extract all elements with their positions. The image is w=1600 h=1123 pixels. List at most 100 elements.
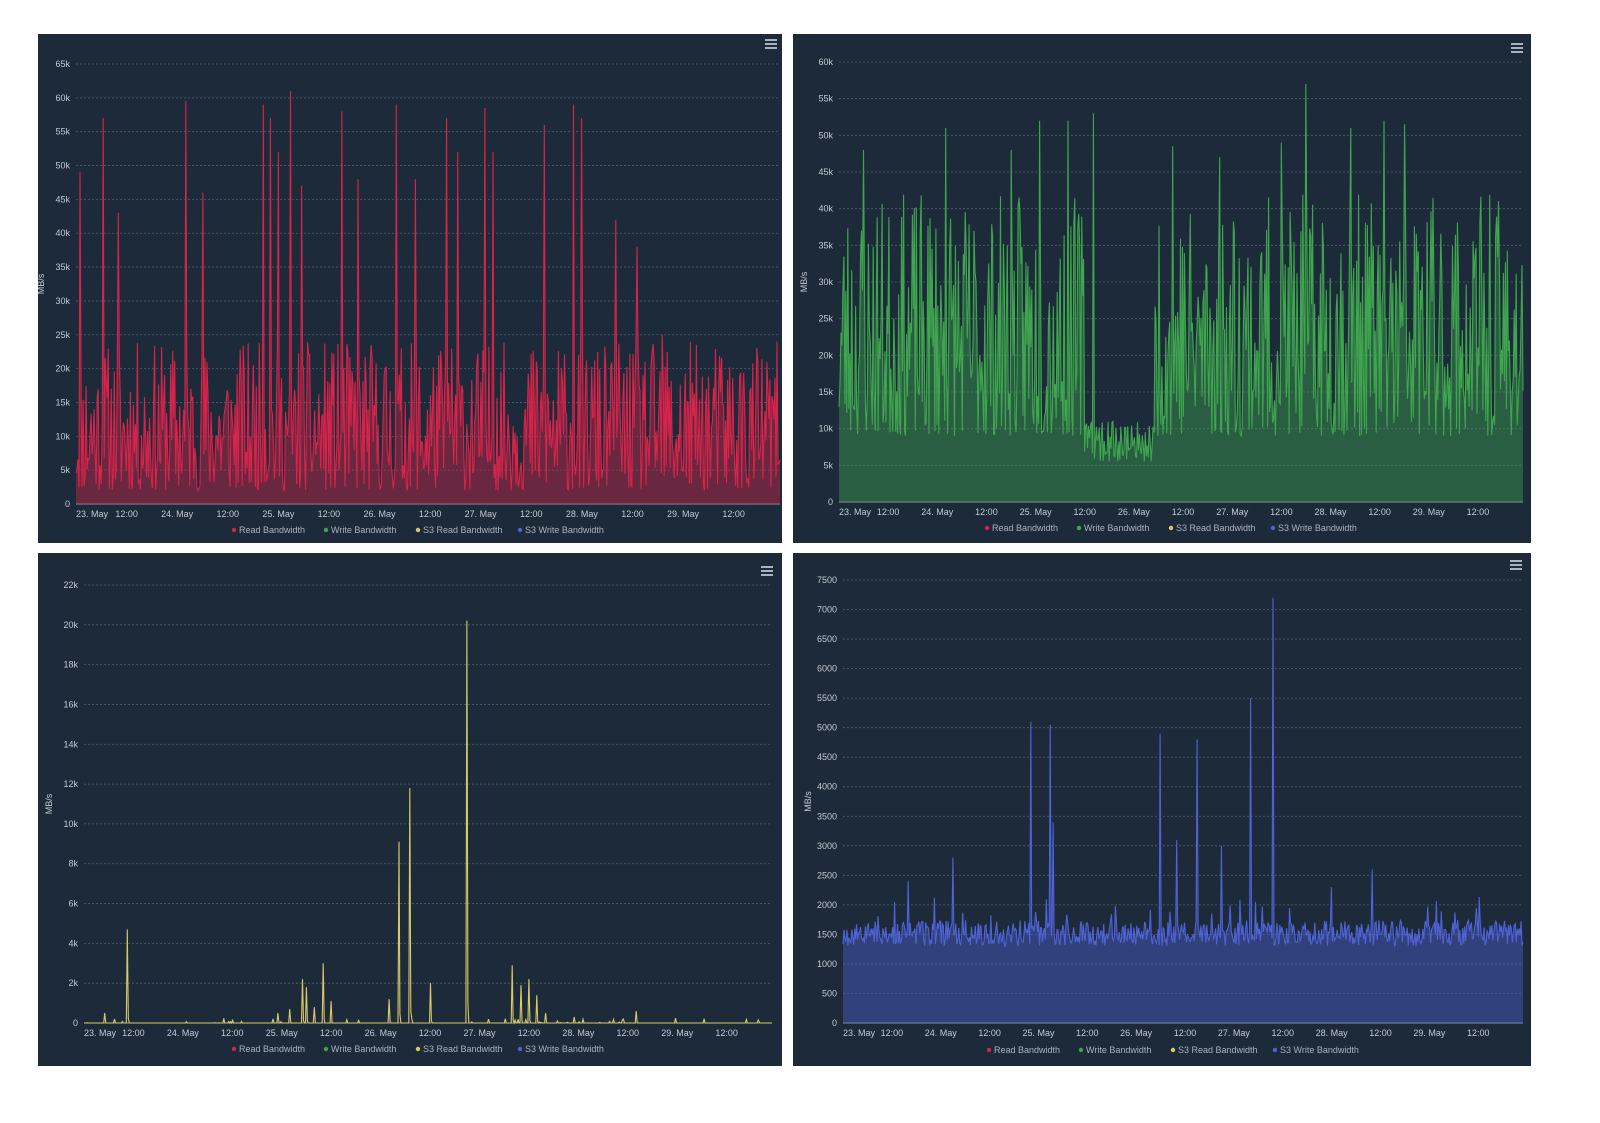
y-tick-label: 10k (818, 424, 833, 434)
series-line (838, 83, 1524, 462)
x-tick-label: 12:00 (520, 509, 543, 519)
hamburger-menu-icon[interactable] (1511, 43, 1523, 53)
y-axis-label: MB/s (803, 791, 813, 812)
x-tick-label: 12:00 (617, 1028, 640, 1038)
x-tick-label: 12:00 (1368, 507, 1391, 517)
legend-item[interactable]: S3 Write Bandwidth (1272, 1045, 1359, 1055)
legend-marker-icon (517, 527, 523, 533)
x-tick-label: 12:00 (216, 509, 239, 519)
legend-marker-icon (323, 527, 329, 533)
legend-marker-icon (415, 1046, 421, 1052)
legend-marker-icon (1168, 525, 1174, 531)
y-tick-label: 10k (63, 819, 78, 829)
y-tick-label: 8k (68, 859, 78, 869)
legend-item[interactable]: S3 Read Bandwidth (415, 525, 503, 535)
y-tick-label: 15k (55, 397, 70, 407)
y-tick-label: 20k (55, 364, 70, 374)
legend-item[interactable]: Read Bandwidth (231, 1044, 305, 1054)
legend-item[interactable]: S3 Write Bandwidth (1270, 523, 1357, 533)
x-tick-label: 12:00 (115, 509, 138, 519)
y-tick-label: 60k (55, 93, 70, 103)
y-tick-label: 2000 (817, 900, 837, 910)
x-tick-label: 28. May (562, 1028, 595, 1038)
legend-item[interactable]: Write Bandwidth (323, 525, 397, 535)
legend-item[interactable]: S3 Read Bandwidth (1168, 523, 1256, 533)
chart-panel-write-bandwidth: 0 5k 10k 15k 20k 25k 30k 35k 40k 45k 50k 55k 60k MB/s… (793, 34, 1531, 543)
legend-item[interactable]: Read Bandwidth (986, 1045, 1060, 1055)
chart-s3-write-bandwidth: 0 500 1000 1500 2000 2500 3000 3500 4000 4500 5000… (803, 575, 1524, 1055)
x-tick-label: 23. May (839, 507, 872, 517)
legend-item[interactable]: Write Bandwidth (1078, 1045, 1152, 1055)
x-tick-label: 23. May (843, 1028, 876, 1038)
x-tick-label: 12:00 (978, 1028, 1001, 1038)
y-tick-label: 10k (55, 431, 70, 441)
y-tick-label: 6k (68, 899, 78, 909)
legend-marker-icon (517, 1046, 523, 1052)
legend-item[interactable]: S3 Read Bandwidth (415, 1044, 503, 1054)
y-tick-label: 30k (55, 296, 70, 306)
y-tick-label: 3500 (817, 811, 837, 821)
x-tick-label: 12:00 (975, 507, 998, 517)
x-tick-label: 25. May (1020, 507, 1053, 517)
legend-item[interactable]: S3 Write Bandwidth (517, 525, 604, 535)
legend-item[interactable]: Read Bandwidth (231, 525, 305, 535)
legend-item[interactable]: S3 Write Bandwidth (517, 1044, 604, 1054)
legend-item[interactable]: Read Bandwidth (984, 523, 1058, 533)
x-tick-label: 12:00 (122, 1028, 145, 1038)
hamburger-menu-icon[interactable] (761, 566, 773, 576)
y-tick-label: 50k (818, 130, 833, 140)
x-tick-label: 12:00 (1270, 507, 1293, 517)
y-tick-label: 0 (65, 499, 70, 509)
x-tick-label: 12:00 (1076, 1028, 1099, 1038)
y-tick-label: 22k (63, 580, 78, 590)
x-tick-label: 12:00 (318, 509, 341, 519)
legend-label: Read Bandwidth (239, 525, 305, 535)
gridlines (843, 579, 1523, 1024)
legend-label: S3 Read Bandwidth (423, 525, 503, 535)
y-tick-label: 6500 (817, 634, 837, 644)
x-tick-label: 26. May (1118, 507, 1151, 517)
hamburger-menu-icon[interactable] (1510, 560, 1522, 570)
y-axis-label: MB/s (38, 273, 46, 294)
x-tick-label: 12:00 (1271, 1028, 1294, 1038)
y-tick-label: 4500 (817, 752, 837, 762)
y-tick-label: 45k (55, 194, 70, 204)
legend-marker-icon (415, 527, 421, 533)
x-tick-label: 28. May (1314, 507, 1347, 517)
x-tick-label: 28. May (566, 509, 599, 519)
x-tick-label: 26. May (1120, 1028, 1153, 1038)
x-tick-label: 23. May (76, 509, 109, 519)
hamburger-menu-icon[interactable] (765, 39, 777, 49)
y-tick-label: 6000 (817, 664, 837, 674)
y-tick-label: 5000 (817, 723, 837, 733)
legend-item[interactable]: Write Bandwidth (1076, 523, 1150, 533)
y-tick-label: 14k (63, 739, 78, 749)
x-tick-label: 12:00 (1073, 507, 1096, 517)
legend-label: S3 Read Bandwidth (1178, 1045, 1258, 1055)
x-tick-label: 12:00 (221, 1028, 244, 1038)
legend-label: S3 Read Bandwidth (423, 1044, 503, 1054)
y-tick-label: 7500 (817, 575, 837, 585)
chart-panel-s3-write-bandwidth: 0 500 1000 1500 2000 2500 3000 3500 4000 4500 5000… (793, 553, 1531, 1066)
y-tick-label: 50k (55, 161, 70, 171)
x-tick-label: 12:00 (1369, 1028, 1392, 1038)
legend-item[interactable]: S3 Read Bandwidth (1170, 1045, 1258, 1055)
y-tick-label: 4000 (817, 782, 837, 792)
y-tick-label: 25k (55, 330, 70, 340)
legend-label: Write Bandwidth (1084, 523, 1149, 533)
y-tick-label: 16k (63, 699, 78, 709)
y-tick-label: 4k (68, 938, 78, 948)
legend: Read Bandwidth Write Bandwidth S3 Read Ban… (231, 525, 604, 535)
chart-panel-read-bandwidth: 0 5k 10k 15k 20k 25k 30k 35k 40k 45k 50k 55k 60k 65k M… (38, 34, 782, 543)
x-tick-label: 24. May (161, 509, 194, 519)
y-tick-label: 65k (55, 59, 70, 69)
x-tick-label: 12:00 (877, 507, 900, 517)
y-tick-label: 60k (818, 57, 833, 67)
x-tick-label: 26. May (364, 509, 397, 519)
x-tick-label: 27. May (1218, 1028, 1251, 1038)
series-line (75, 91, 781, 492)
legend-marker-icon (984, 525, 990, 531)
x-tick-label: 12:00 (419, 1028, 442, 1038)
x-tick-label: 24. May (925, 1028, 958, 1038)
legend-item[interactable]: Write Bandwidth (323, 1044, 397, 1054)
